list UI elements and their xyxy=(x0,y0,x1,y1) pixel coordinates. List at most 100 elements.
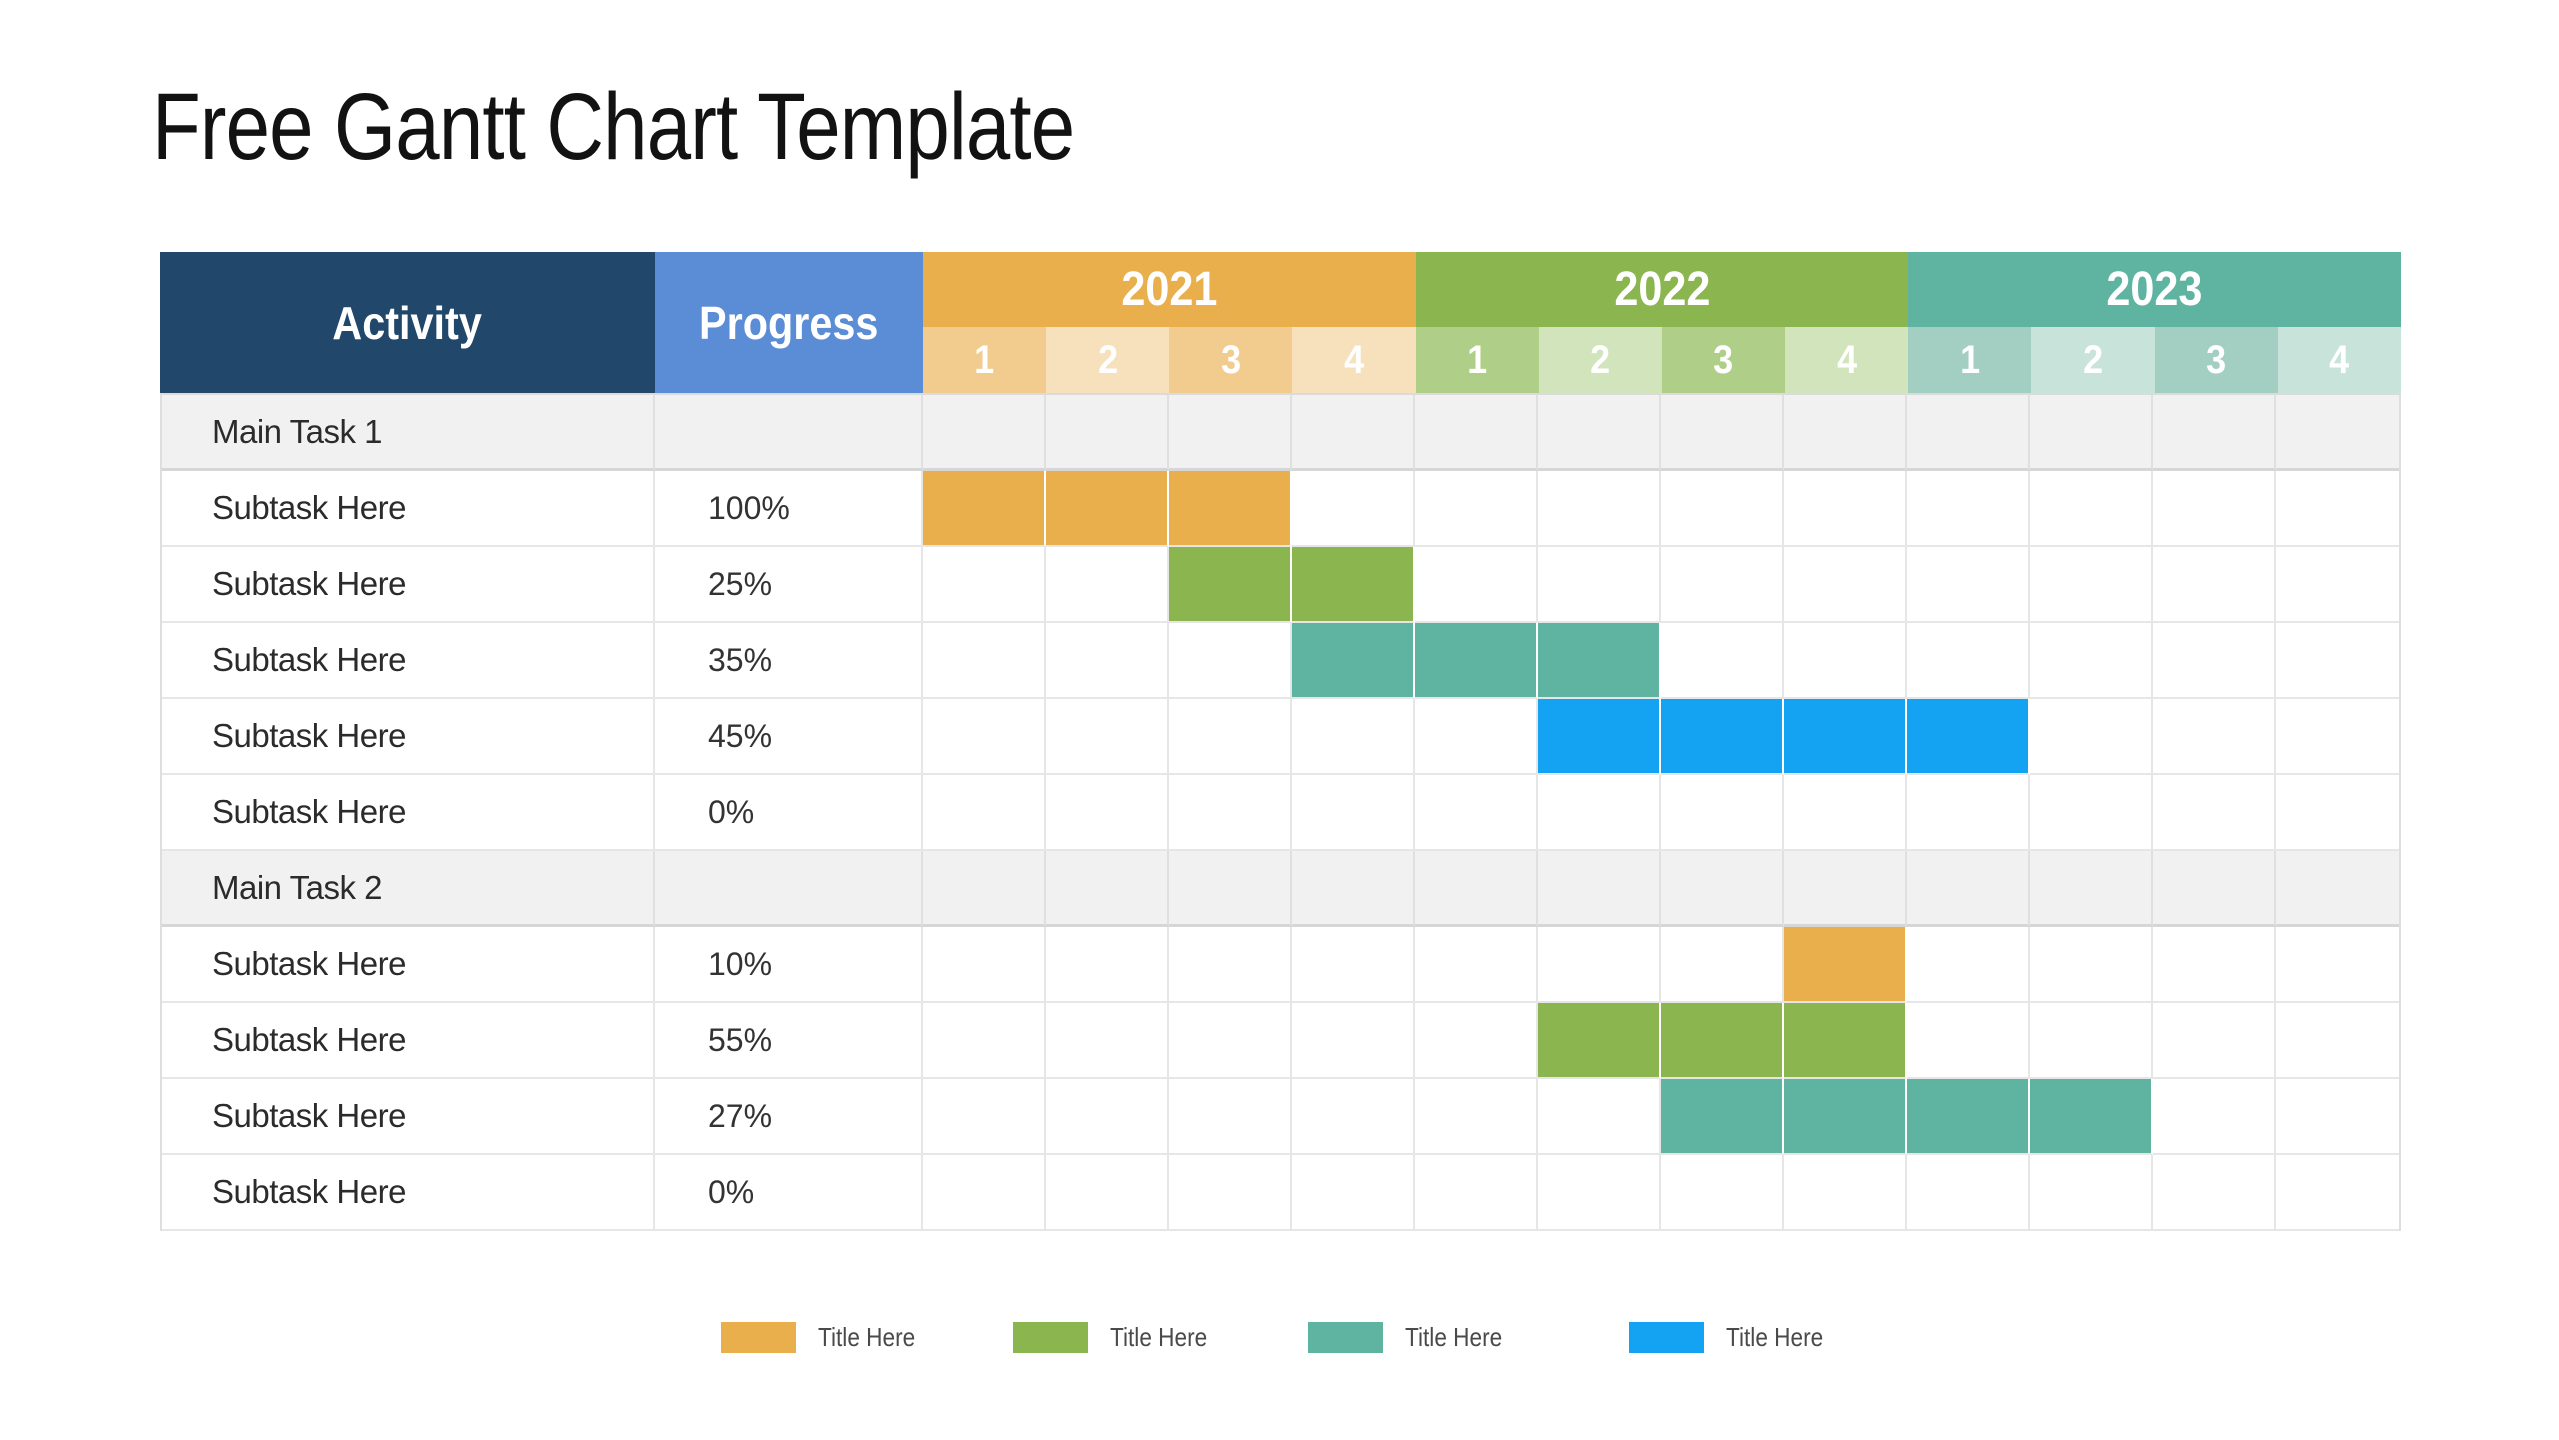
timeline-cell xyxy=(2276,851,2399,927)
timeline-cell xyxy=(1169,395,1292,471)
activity-header-label: Activity xyxy=(332,296,483,349)
timeline-cell xyxy=(1538,1155,1661,1231)
timeline-cell xyxy=(1046,699,1169,775)
timeline-cell xyxy=(2030,851,2153,927)
gantt-bar-segment xyxy=(1538,1003,1661,1079)
timeline-cell xyxy=(1538,471,1661,547)
quarter-header-cell-2023-q4: 4 xyxy=(2277,327,2401,393)
quarter-header-cell-2022-q4: 4 xyxy=(1785,327,1909,393)
timeline-cell xyxy=(1046,623,1169,699)
timeline-cell xyxy=(2276,1003,2399,1079)
timeline-cell xyxy=(1292,1155,1415,1231)
timeline-cell xyxy=(1169,1079,1292,1155)
group-row: Main Task 2 xyxy=(162,851,2399,927)
timeline-cell xyxy=(2030,395,2153,471)
timeline-cell xyxy=(923,547,1046,623)
timeline-cell xyxy=(1046,547,1169,623)
progress-cell: 0% xyxy=(655,1155,923,1231)
quarter-header-cell-2021-q2: 2 xyxy=(1046,327,1170,393)
timeline-cell xyxy=(2153,699,2276,775)
activity-cell: Subtask Here xyxy=(162,1003,655,1079)
progress-cell: 0% xyxy=(655,775,923,851)
timeline-cell xyxy=(2276,623,2399,699)
gantt-chart: Activity Progress 2021 1 2 3 4 2022 1 2 3 4 2023 1 2… xyxy=(160,252,2401,1231)
gantt-bar-segment xyxy=(1784,1079,1907,1155)
activity-column-header: Activity xyxy=(160,252,655,393)
gantt-bar-segment xyxy=(1169,547,1292,623)
activity-cell: Subtask Here xyxy=(162,547,655,623)
year-header-cell-2023: 2023 xyxy=(1908,252,2401,327)
timeline-cell xyxy=(1169,1155,1292,1231)
timeline-cell xyxy=(1415,1079,1538,1155)
legend-color-swatch xyxy=(1013,1322,1088,1353)
year-header-cell-2022: 2022 xyxy=(1415,252,1909,327)
legend-item: Title Here xyxy=(1308,1322,1517,1353)
timeline-cell xyxy=(2153,1079,2276,1155)
timeline-cell xyxy=(1538,547,1661,623)
timeline-cell xyxy=(1907,1155,2030,1231)
page-title: Free Gantt Chart Template xyxy=(152,80,1250,175)
progress-column-header: Progress xyxy=(655,252,923,393)
legend-color-swatch xyxy=(721,1322,796,1353)
legend-color-swatch xyxy=(1629,1322,1704,1353)
activity-cell: Subtask Here xyxy=(162,699,655,775)
gantt-bar-segment xyxy=(1784,927,1907,1003)
gantt-bar-segment xyxy=(1661,699,1784,775)
timeline-cell xyxy=(1661,851,1784,927)
gantt-bar-segment xyxy=(1784,699,1907,775)
task-row: Subtask Here 0% xyxy=(162,775,2399,851)
quarter-label: 3 xyxy=(2206,337,2227,382)
progress-cell: 27% xyxy=(655,1079,923,1155)
quarter-label: 4 xyxy=(2329,337,2350,382)
activity-label: Subtask Here xyxy=(212,1173,406,1210)
progress-cell xyxy=(655,395,923,471)
timeline-cell xyxy=(1907,851,2030,927)
timeline-cell xyxy=(1292,395,1415,471)
timeline-cell xyxy=(1907,395,2030,471)
timeline-cell xyxy=(923,395,1046,471)
legend-label: Title Here xyxy=(1726,1322,1824,1352)
timeline-cell xyxy=(1415,775,1538,851)
timeline-cell xyxy=(1292,851,1415,927)
quarter-label: 4 xyxy=(1836,337,1857,382)
timeline-cell xyxy=(923,1003,1046,1079)
task-row: Subtask Here 27% xyxy=(162,1079,2399,1155)
progress-value: 27% xyxy=(708,1097,773,1134)
timeline-cell xyxy=(1784,395,1907,471)
timeline-cell xyxy=(1415,471,1538,547)
quarter-header-cell-2021-q4: 4 xyxy=(1292,327,1416,393)
timeline-cell xyxy=(1169,1003,1292,1079)
timeline-cell xyxy=(1292,471,1415,547)
quarter-header-cell-2022-q1: 1 xyxy=(1415,327,1539,393)
timeline-cell xyxy=(1169,775,1292,851)
timeline-cell xyxy=(1169,851,1292,927)
timeline-cell xyxy=(1661,1155,1784,1231)
gantt-bar-segment xyxy=(1046,471,1169,547)
quarter-label: 3 xyxy=(1220,337,1241,382)
timeline-cell xyxy=(2276,395,2399,471)
timeline-cell xyxy=(1415,395,1538,471)
timeline-cell xyxy=(1784,775,1907,851)
task-row: Subtask Here 55% xyxy=(162,1003,2399,1079)
legend-item: Title Here xyxy=(1013,1322,1222,1353)
progress-cell: 25% xyxy=(655,547,923,623)
legend-label: Title Here xyxy=(1405,1322,1503,1352)
timeline-cell xyxy=(1046,775,1169,851)
gantt-bar-segment xyxy=(1169,471,1292,547)
gantt-bar-segment xyxy=(1661,1079,1784,1155)
activity-label: Subtask Here xyxy=(212,565,406,602)
timeline-cell xyxy=(2030,471,2153,547)
activity-label: Subtask Here xyxy=(212,641,406,678)
timeline-cell xyxy=(923,1079,1046,1155)
gantt-bar-segment xyxy=(1907,1079,2030,1155)
timeline-cell xyxy=(1661,927,1784,1003)
timeline-cell xyxy=(1046,1079,1169,1155)
gantt-bar-segment xyxy=(2030,1079,2153,1155)
timeline-cell xyxy=(1538,775,1661,851)
gantt-bar-segment xyxy=(1292,623,1415,699)
timeline-cell xyxy=(2030,1003,2153,1079)
activity-label: Subtask Here xyxy=(212,717,406,754)
quarter-label: 2 xyxy=(1097,337,1118,382)
timeline-cell xyxy=(1169,623,1292,699)
progress-value: 100% xyxy=(708,489,790,526)
